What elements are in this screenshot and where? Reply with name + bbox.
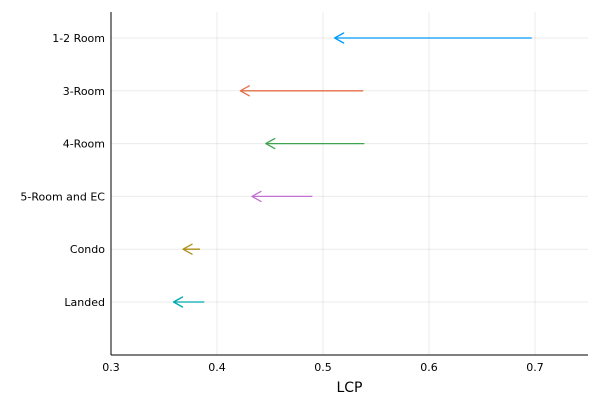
x-tick-labels: 0.3 0.4 0.5 0.6 0.7 bbox=[102, 361, 544, 374]
arrow-mark bbox=[334, 32, 532, 44]
x-tick-label: 0.3 bbox=[102, 361, 120, 374]
arrow-mark bbox=[251, 190, 313, 203]
grid-lines bbox=[110, 12, 588, 355]
arrow-head bbox=[172, 296, 184, 308]
y-tick-label: 1-2 Room bbox=[52, 32, 105, 45]
axes bbox=[110, 12, 588, 356]
y-tick-label: Condo bbox=[70, 243, 105, 256]
arrow-mark bbox=[265, 137, 365, 150]
arrow-head bbox=[239, 85, 250, 97]
x-tick-label: 0.5 bbox=[314, 361, 332, 374]
x-tick-label: 0.7 bbox=[526, 361, 544, 374]
x-tick-label: 0.6 bbox=[420, 361, 438, 374]
arrow-head bbox=[265, 137, 276, 150]
arrow-mark bbox=[172, 296, 205, 308]
arrow-mark bbox=[239, 85, 364, 97]
x-axis-title: LCP bbox=[336, 380, 362, 396]
arrow-series bbox=[172, 32, 532, 308]
y-tick-labels: 1-2 Room 3-Room 4-Room 5-Room and EC Condo La… bbox=[20, 32, 105, 309]
arrow-head bbox=[251, 190, 262, 203]
y-tick-label: 4-Room bbox=[63, 138, 105, 151]
x-tick-label: 0.4 bbox=[208, 361, 226, 374]
y-tick-label: 5-Room and EC bbox=[20, 190, 105, 203]
y-tick-label: 3-Room bbox=[63, 85, 105, 98]
y-tick-label: Landed bbox=[64, 296, 105, 309]
arrow-mark bbox=[182, 243, 201, 255]
arrow-head bbox=[334, 32, 345, 44]
arrow-head bbox=[182, 243, 193, 255]
